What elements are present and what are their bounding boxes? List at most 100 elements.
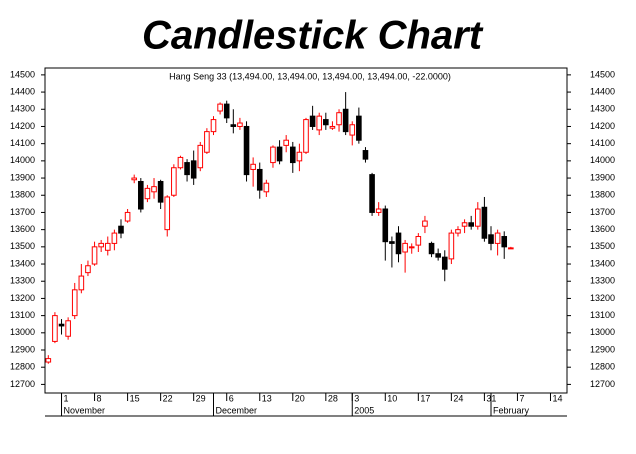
- y-tick-label: 13000: [10, 327, 35, 337]
- candle-body: [316, 115, 323, 131]
- x-tick-label: 22: [163, 393, 173, 403]
- candle-body: [151, 186, 157, 193]
- y-tick-label-right: 13300: [590, 276, 615, 286]
- candle-body: [382, 208, 389, 243]
- x-tick-label: 24: [453, 393, 463, 403]
- candle-body: [131, 177, 138, 181]
- x-tick-label: 13: [262, 393, 272, 403]
- candle-body: [323, 119, 329, 126]
- y-tick-label-right: 13800: [590, 190, 615, 200]
- candle-body: [171, 167, 177, 196]
- y-tick-label-right: 13600: [590, 224, 615, 234]
- candle-body: [402, 242, 408, 253]
- candle-body: [243, 125, 250, 176]
- x-tick-label: 28: [328, 393, 338, 403]
- y-tick-label: 13600: [10, 224, 35, 234]
- x-tick-label: 3: [354, 393, 359, 403]
- y-tick-label: 13200: [10, 293, 35, 303]
- y-tick-label: 12800: [10, 362, 35, 372]
- x-tick-label: 17: [420, 393, 430, 403]
- candle-body: [422, 220, 428, 227]
- y-tick-label-right: 14300: [590, 104, 615, 114]
- candle-body: [461, 222, 468, 227]
- y-tick-label: 13700: [10, 207, 35, 217]
- candle-body: [501, 236, 508, 248]
- candle-body: [144, 187, 151, 200]
- candle-body: [118, 225, 124, 234]
- y-tick-label: 13800: [10, 190, 35, 200]
- candle-body: [270, 146, 276, 164]
- candle-body: [468, 222, 474, 227]
- candle-body: [204, 131, 210, 153]
- candle-body: [65, 320, 71, 337]
- candle-body: [296, 151, 303, 162]
- candle-body: [111, 232, 118, 244]
- candle-body: [435, 253, 441, 258]
- y-tick-label: 14300: [10, 104, 35, 114]
- x-tick-label: 7: [519, 393, 524, 403]
- candle-body: [190, 160, 197, 179]
- plot-frame: [44, 67, 568, 394]
- candle-body: [85, 265, 91, 274]
- candle-body: [508, 247, 514, 250]
- candle-body: [441, 256, 448, 270]
- candle-body: [223, 103, 230, 119]
- candle-body: [415, 236, 422, 246]
- candle-body: [289, 146, 296, 164]
- x-tick-label: 29: [196, 393, 206, 403]
- y-tick-label: 13400: [10, 258, 35, 268]
- candle-body: [45, 358, 52, 363]
- candle-body: [283, 139, 289, 146]
- x-tick-label: 10: [387, 393, 397, 403]
- y-tick-label-right: 13000: [590, 327, 615, 337]
- candle-body: [448, 232, 455, 260]
- candle-body: [488, 234, 494, 244]
- y-tick-label-right: 13400: [590, 258, 615, 268]
- candle-body: [356, 115, 362, 141]
- candle-body: [494, 232, 501, 244]
- y-tick-label-right: 14000: [590, 155, 615, 165]
- candle-body: [375, 208, 382, 213]
- y-tick-label-right: 14500: [590, 69, 615, 79]
- y-tick-label: 12900: [10, 344, 35, 354]
- candle-body: [217, 103, 223, 112]
- candle-body: [52, 315, 58, 342]
- candle-body: [329, 125, 336, 129]
- candle-body: [336, 112, 342, 126]
- candle-body: [164, 196, 171, 231]
- candle-body: [230, 124, 237, 127]
- candle-body: [98, 242, 104, 248]
- candle-body: [276, 146, 283, 162]
- chart-title: Candlestick Chart: [142, 14, 484, 58]
- month-label: November: [64, 405, 106, 415]
- candle-body: [263, 182, 270, 193]
- y-tick-label-right: 12900: [590, 344, 615, 354]
- x-tick-label: 6: [229, 393, 234, 403]
- month-label: December: [215, 405, 257, 415]
- candle-body: [184, 162, 190, 176]
- candle-body: [58, 323, 65, 327]
- y-tick-label: 14400: [10, 86, 35, 96]
- y-tick-label: 12700: [10, 379, 35, 389]
- candle-body: [157, 180, 164, 203]
- candle-body: [474, 208, 481, 227]
- y-tick-label: 14000: [10, 155, 35, 165]
- x-tick-label: 1: [64, 393, 69, 403]
- y-tick-label-right: 13500: [590, 241, 615, 251]
- x-tick-label: 8: [97, 393, 102, 403]
- candle-body: [408, 246, 415, 249]
- candle-body: [78, 275, 85, 291]
- y-tick-label: 13500: [10, 241, 35, 251]
- candle-body: [455, 229, 461, 234]
- candle-body: [91, 246, 98, 265]
- y-tick-label-right: 12800: [590, 362, 615, 372]
- candle-body: [104, 242, 111, 251]
- candle-body: [303, 119, 309, 153]
- y-tick-label-right: 13200: [590, 293, 615, 303]
- candle-body: [197, 144, 204, 169]
- y-tick-label: 14100: [10, 138, 35, 148]
- candle-body: [124, 211, 131, 222]
- candle-body: [309, 115, 316, 127]
- y-tick-label-right: 13900: [590, 172, 615, 182]
- candle-body: [349, 124, 356, 136]
